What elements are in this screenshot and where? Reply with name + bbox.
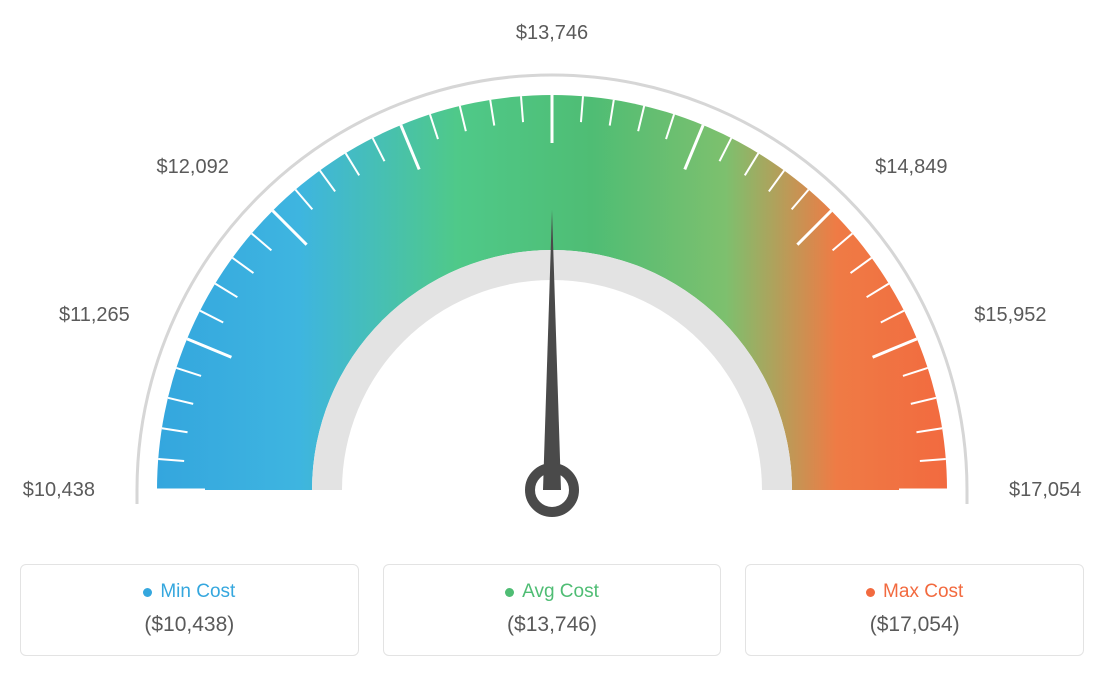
dot-icon [866,588,875,597]
legend-title-text: Max Cost [883,581,963,603]
legend-title-text: Avg Cost [522,581,599,603]
legend-title-text: Min Cost [160,581,235,603]
legend-title-avg: Avg Cost [505,581,599,603]
legend-value-min: ($10,438) [21,613,358,637]
dot-icon [505,588,514,597]
legend-value-max: ($17,054) [746,613,1083,637]
svg-text:$12,092: $12,092 [157,156,229,178]
svg-text:$11,265: $11,265 [59,304,130,326]
dot-icon [143,588,152,597]
svg-text:$13,746: $13,746 [516,22,588,44]
legend-value-avg: ($13,746) [384,613,721,637]
legend-card-min: Min Cost ($10,438) [20,564,359,656]
legend-card-avg: Avg Cost ($13,746) [383,564,722,656]
gauge-svg: $10,438 $11,265 $12,092 $13,746 $14,849 $15,9… [20,20,1084,540]
svg-text:$15,952: $15,952 [974,304,1046,326]
legend-title-max: Max Cost [866,581,963,603]
svg-text:$17,054: $17,054 [1009,479,1081,501]
svg-text:$14,849: $14,849 [875,156,947,178]
legend-card-max: Max Cost ($17,054) [745,564,1084,656]
svg-text:$10,438: $10,438 [23,479,95,501]
legend-title-min: Min Cost [143,581,235,603]
legend-row: Min Cost ($10,438) Avg Cost ($13,746) Ma… [20,564,1084,656]
cost-gauge-chart: $10,438 $11,265 $12,092 $13,746 $14,849 $15,9… [20,20,1084,656]
